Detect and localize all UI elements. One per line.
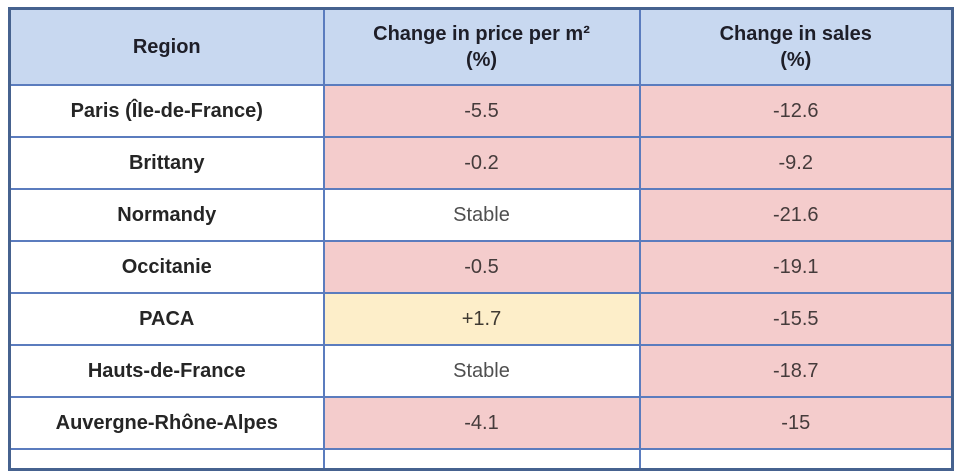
sales-change-cell: -15 (638, 396, 954, 450)
table-row: Occitanie -0.5 -19.1 (8, 240, 954, 294)
region-cell: Occitanie (8, 240, 325, 294)
column-header-sales: Change in sales (%) (638, 7, 954, 86)
regional-property-table: Region Change in price per m² (%) Change… (8, 7, 954, 471)
table-row: PACA +1.7 -15.5 (8, 292, 954, 346)
price-change-cell: -0.5 (322, 240, 641, 294)
table-row: Brittany -0.2 -9.2 (8, 136, 954, 190)
region-cell: Brittany (8, 136, 325, 190)
table-row: Hauts-de-France Stable -18.7 (8, 344, 954, 398)
clipped-cell (322, 448, 641, 471)
column-header-region: Region (8, 7, 325, 86)
region-cell: PACA (8, 292, 325, 346)
price-change-cell: -0.2 (322, 136, 641, 190)
sales-change-cell: -12.6 (638, 84, 954, 138)
sales-change-cell: -19.1 (638, 240, 954, 294)
price-change-cell: Stable (322, 344, 641, 398)
region-cell: Auvergne-Rhône-Alpes (8, 396, 325, 450)
price-change-cell: -5.5 (322, 84, 641, 138)
price-change-cell: -4.1 (322, 396, 641, 450)
header-row: Region Change in price per m² (%) Change… (8, 7, 954, 86)
price-change-cell: Stable (322, 188, 641, 242)
clipped-cell (638, 448, 954, 471)
sales-change-cell: -15.5 (638, 292, 954, 346)
clipped-next-row (8, 448, 954, 471)
region-cell: Normandy (8, 188, 325, 242)
price-change-cell: +1.7 (322, 292, 641, 346)
table-row: Paris (Île-de-France) -5.5 -12.6 (8, 84, 954, 138)
column-header-price-unit: (%) (465, 49, 498, 71)
column-header-sales-unit: (%) (780, 49, 812, 71)
table-row: Auvergne-Rhône-Alpes -4.1 -15 (8, 396, 954, 450)
column-header-region-label: Region (132, 36, 201, 58)
region-cell: Hauts-de-France (8, 344, 325, 398)
sales-change-cell: -18.7 (638, 344, 954, 398)
table-row: Normandy Stable -21.6 (8, 188, 954, 242)
column-header-price: Change in price per m² (%) (322, 7, 641, 86)
clipped-cell (8, 448, 325, 471)
sales-change-cell: -21.6 (638, 188, 954, 242)
region-cell: Paris (Île-de-France) (8, 84, 325, 138)
sales-change-cell: -9.2 (638, 136, 954, 190)
column-header-sales-label: Change in sales (719, 23, 872, 45)
column-header-price-label: Change in price per m² (373, 23, 590, 45)
